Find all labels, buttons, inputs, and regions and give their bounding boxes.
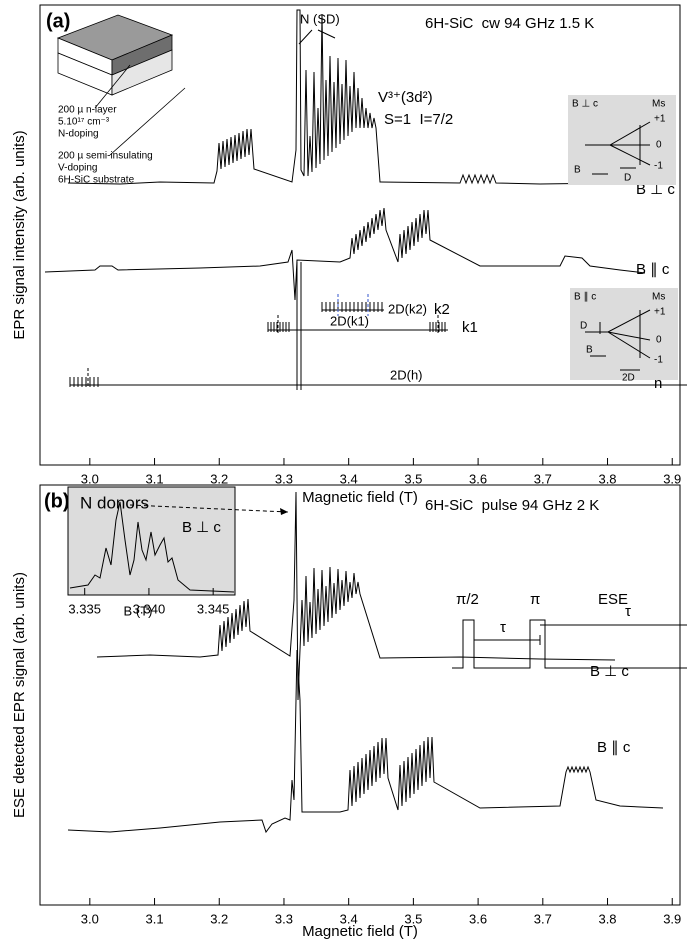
x-tick-label: 3.9 bbox=[663, 471, 681, 486]
inset-x-label: B (T) bbox=[124, 603, 153, 618]
panel-label: (a) bbox=[46, 10, 70, 32]
x-tick-label: 3.2 bbox=[210, 911, 228, 926]
trace-label: B ⊥ c bbox=[636, 181, 675, 198]
spectrum bbox=[67, 649, 664, 834]
x-axis-label: Magnetic field (T) bbox=[302, 489, 418, 506]
x-tick-label: 3.9 bbox=[663, 911, 681, 926]
x-tick-label: 3.1 bbox=[146, 911, 164, 926]
trace-label: B ∥ c bbox=[636, 261, 670, 278]
annotation: 2D(h) bbox=[390, 367, 423, 382]
pulse-sequence bbox=[452, 619, 687, 669]
x-tick-label: 3.340 bbox=[133, 601, 166, 616]
level-diagram bbox=[568, 95, 676, 185]
arrow-head bbox=[280, 508, 288, 515]
x-tick-label: 3.4 bbox=[340, 911, 358, 926]
inset-title: N donors bbox=[80, 493, 149, 512]
x-tick-label: 3.345 bbox=[197, 601, 230, 616]
annotation: V³⁺(3d²) bbox=[378, 89, 433, 106]
x-tick-label: 3.1 bbox=[146, 471, 164, 486]
annotation: S=1 I=7/2 bbox=[384, 111, 453, 128]
diagram-label: +1 bbox=[654, 114, 666, 125]
x-axis-label: Magnetic field (T) bbox=[302, 923, 418, 940]
diagram-label: B ⊥ c bbox=[572, 99, 598, 110]
annotation: 6H-SiC substrate bbox=[58, 175, 135, 186]
diagram-label: 0 bbox=[656, 335, 662, 346]
inset-spectrum bbox=[69, 501, 235, 593]
annotation: 200 µ n-layer bbox=[58, 105, 117, 116]
pulse-label: π/2 bbox=[456, 591, 479, 608]
inset bbox=[67, 486, 236, 596]
y-axis-label: EPR signal intensity (arb. units) bbox=[11, 130, 28, 339]
diagram-label: -1 bbox=[654, 161, 663, 172]
spectrum bbox=[67, 9, 616, 185]
trace-label: B ⊥ c bbox=[590, 663, 629, 680]
annotation: N-doping bbox=[58, 129, 99, 140]
x-tick-label: 3.0 bbox=[81, 471, 99, 486]
annotation: 2D(k1) bbox=[330, 313, 369, 328]
diagram-label: 2D bbox=[622, 373, 635, 384]
trace-label: B ∥ c bbox=[597, 739, 631, 756]
diagram-label: Ms bbox=[652, 292, 665, 303]
inset-subtitle: B ⊥ c bbox=[182, 519, 221, 536]
x-tick-label: 3.8 bbox=[598, 911, 616, 926]
spectrum bbox=[96, 491, 616, 701]
pulse-label: τ bbox=[500, 619, 506, 636]
pulse-label: π bbox=[530, 591, 540, 608]
x-tick-label: 3.6 bbox=[469, 911, 487, 926]
x-tick-label: 3.0 bbox=[81, 911, 99, 926]
annotation: V-doping bbox=[58, 163, 97, 174]
x-tick-label: 3.335 bbox=[68, 601, 101, 616]
diagram-label: D bbox=[580, 321, 587, 332]
panel-label: (b) bbox=[44, 490, 70, 512]
x-tick-label: 3.8 bbox=[598, 471, 616, 486]
line-marker bbox=[296, 262, 302, 390]
arrow bbox=[298, 29, 336, 45]
spectrum bbox=[44, 207, 646, 301]
diagram-label: Ms bbox=[652, 99, 665, 110]
x-tick-label: 3.3 bbox=[275, 471, 293, 486]
level-lines bbox=[585, 309, 651, 371]
annotation: k2 bbox=[434, 301, 450, 318]
level-lines bbox=[585, 121, 651, 175]
annotation: 5.10¹⁷ cm⁻³ bbox=[58, 117, 110, 128]
pulse-label: ESE bbox=[598, 591, 628, 608]
chart-title: 6H-SiC cw 94 GHz 1.5 K bbox=[425, 15, 594, 32]
panel-frame bbox=[39, 4, 681, 466]
diagram-label: B bbox=[586, 345, 593, 356]
x-tick-label: 3.3 bbox=[275, 911, 293, 926]
pulse-label: τ bbox=[625, 603, 631, 620]
x-tick-label: 3.7 bbox=[534, 471, 552, 486]
annotation: 2D(k2) bbox=[388, 301, 427, 316]
chart-title: 6H-SiC pulse 94 GHz 2 K bbox=[425, 497, 599, 514]
x-tick-label: 3.2 bbox=[210, 471, 228, 486]
annotation: N (SD) bbox=[300, 11, 340, 26]
sample-block bbox=[56, 14, 186, 156]
panel-frame bbox=[39, 484, 681, 906]
annotation: k1 bbox=[462, 319, 478, 336]
diagram-label: B bbox=[574, 165, 581, 176]
level-diagram bbox=[570, 288, 678, 380]
diagram-label: +1 bbox=[654, 307, 666, 318]
annotation: h bbox=[654, 375, 662, 392]
diagram-label: D bbox=[624, 173, 631, 184]
diagram-label: -1 bbox=[654, 355, 663, 366]
x-tick-label: 3.7 bbox=[534, 911, 552, 926]
x-tick-label: 3.4 bbox=[340, 471, 358, 486]
diagram-label: B ∥ c bbox=[574, 292, 596, 303]
annotation: 200 µ semi-insulating bbox=[58, 151, 153, 162]
stick-diagram bbox=[69, 294, 687, 388]
x-tick-label: 3.6 bbox=[469, 471, 487, 486]
x-tick-label: 3.5 bbox=[404, 911, 422, 926]
y-axis-label: ESE detected EPR signal (arb. units) bbox=[11, 572, 28, 818]
arrow bbox=[129, 504, 289, 513]
diagram-label: 0 bbox=[656, 140, 662, 151]
x-tick-label: 3.5 bbox=[404, 471, 422, 486]
